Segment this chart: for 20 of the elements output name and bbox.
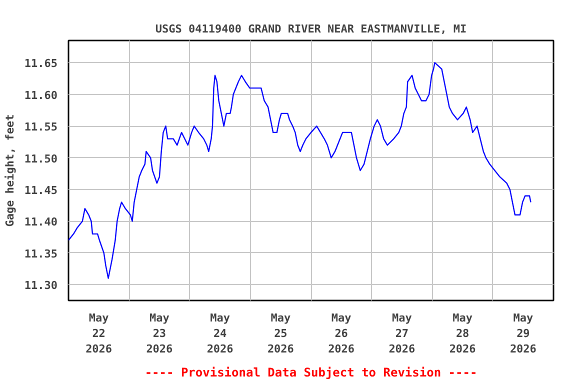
x-tick-label: May 29 2026 — [510, 312, 537, 356]
y-tick-label: 11.30 — [24, 279, 58, 292]
x-tick-label: May 26 2026 — [328, 312, 355, 356]
y-tick-label: 11.60 — [24, 88, 58, 102]
y-tick-label: 11.35 — [24, 247, 58, 260]
text: ---- Provisional Data Subject to Revision ---- — [144, 366, 478, 380]
y-tick-label: 11.65 — [24, 57, 58, 70]
x-tick-label: May 28 2026 — [449, 312, 476, 356]
x-tick-label: May 23 2026 — [146, 312, 174, 356]
y-tick-label: 11.55 — [24, 120, 58, 134]
x-tick-label: May 24 2026 — [206, 312, 234, 356]
line-series — [68, 62, 532, 279]
y-tick-label: 11.50 — [24, 152, 58, 166]
x-tick-label: May 22 2026 — [86, 312, 112, 356]
y-axis-title: Gage height, feet — [3, 114, 16, 227]
x-tick-label: May 27 2026 — [388, 312, 416, 356]
x-tick-label: May 25 2026 — [267, 312, 294, 356]
chart-title: USGS 04119400 GRAND RIVER NEAR EASTMANVILLE, MI — [155, 22, 467, 36]
y-tick-label: 11.45 — [24, 184, 58, 198]
y-tick-label: 11.40 — [24, 216, 58, 229]
